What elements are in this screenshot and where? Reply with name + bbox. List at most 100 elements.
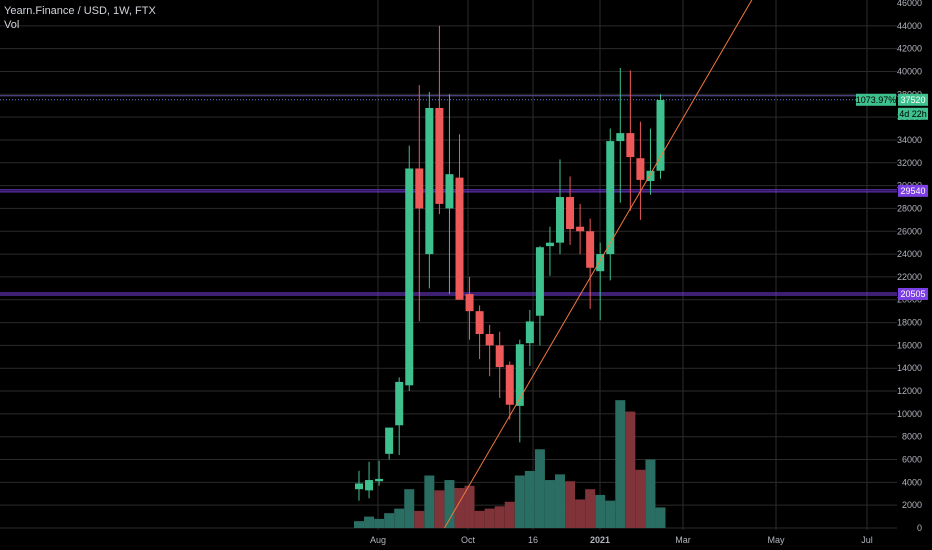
price-tick-label: 12000 [897, 386, 922, 396]
candle-body [596, 254, 605, 272]
volume-bar [404, 489, 415, 528]
price-tick-label: 46000 [897, 0, 922, 8]
price-tick-label: 2000 [902, 500, 922, 510]
candle-body [385, 427, 394, 454]
time-tick-label: Jul [861, 535, 873, 545]
candle-body [535, 247, 544, 316]
volume-label[interactable]: Vol [4, 19, 20, 31]
candle-body [505, 364, 514, 405]
candle-body [656, 100, 665, 171]
candle-body [405, 168, 414, 386]
price-tick-label: 40000 [897, 66, 922, 76]
candle-body [415, 168, 424, 209]
candle-body [465, 294, 474, 312]
volume-bars [354, 400, 666, 528]
volume-bar [645, 459, 656, 528]
candle-body [626, 133, 635, 158]
volume-bar [524, 470, 535, 528]
volume-bar [605, 500, 616, 528]
time-tick-label: 16 [528, 535, 538, 545]
price-axis-background[interactable] [897, 0, 932, 530]
volume-bar [514, 475, 525, 528]
time-tick-label: 2021 [590, 535, 610, 545]
time-tick-label: Oct [461, 535, 476, 545]
volume-bar [615, 400, 626, 528]
price-tick-label: 16000 [897, 340, 922, 350]
volume-bar [414, 510, 425, 528]
level-lower-label-bg [898, 287, 928, 300]
candle-body [375, 478, 384, 482]
level-upper-label: 29540 [900, 186, 925, 196]
chart-grid [0, 0, 897, 530]
time-axis[interactable]: Aug Oct 16 2021 Mar May Jul [370, 535, 873, 545]
volume-bar [424, 475, 435, 528]
candle-body [515, 344, 524, 406]
price-tick-label: 6000 [902, 455, 922, 465]
candle-body [586, 231, 595, 268]
candle-body [355, 483, 363, 490]
candle-body [525, 321, 534, 344]
price-tick-label: 10000 [897, 409, 922, 419]
candle-body [395, 381, 404, 426]
volume-bar [534, 449, 545, 528]
candle-body [646, 170, 655, 182]
candle-body [636, 158, 645, 180]
price-tick-label: 44000 [897, 21, 922, 31]
candle-body [606, 141, 615, 255]
price-tick-label: 42000 [897, 44, 922, 54]
chart-legend: Yearn.Finance / USD, 1W, FTX Vol [4, 4, 156, 32]
price-tick-label: 4000 [902, 477, 922, 487]
price-tick-label: 18000 [897, 318, 922, 328]
volume-bar [555, 474, 565, 528]
volume-bar [494, 506, 505, 528]
price-tick-label: 24000 [897, 249, 922, 259]
percent-change-label-bg [856, 93, 896, 106]
candle-body [566, 197, 575, 229]
level-upper-label-bg [898, 184, 928, 197]
candle-body [445, 174, 454, 209]
candle-body [545, 242, 554, 247]
volume-bar [544, 480, 555, 528]
candles[interactable] [355, 25, 665, 501]
candle-body [485, 333, 494, 346]
volume-bar [384, 513, 395, 528]
volume-bar [444, 480, 455, 528]
volume-bar [625, 411, 636, 528]
time-tick-label: Aug [370, 535, 386, 545]
percent-change-label: 1073.97% [856, 95, 897, 105]
current-price-label: 37520 [900, 95, 925, 105]
trend-line[interactable] [443, 0, 770, 529]
volume-bar [575, 499, 586, 528]
price-tick-label: 34000 [897, 135, 922, 145]
time-tick-label: May [767, 535, 785, 545]
candle-body [576, 226, 585, 232]
level-lower-label: 20505 [900, 289, 925, 299]
volume-bar [504, 501, 515, 528]
price-tick-label: 22000 [897, 272, 922, 282]
volume-bar [635, 469, 646, 528]
volume-bar [565, 481, 576, 528]
countdown-label-bg [898, 107, 928, 120]
price-tick-label: 0 [917, 523, 922, 533]
volume-bar [354, 521, 364, 528]
candle-body [556, 197, 564, 243]
symbol-title[interactable]: Yearn.Finance / USD, 1W, FTX [4, 5, 156, 17]
volume-bar [474, 510, 485, 528]
candle-body [365, 480, 374, 491]
volume-bar [364, 516, 375, 528]
candle-body [425, 108, 434, 255]
volume-bar [655, 507, 666, 528]
candle-body [435, 108, 444, 204]
price-tick-label: 28000 [897, 203, 922, 213]
volume-bar [374, 518, 385, 528]
candle-body [475, 311, 484, 334]
volume-bar [464, 485, 475, 528]
trend-line-segment [443, 0, 753, 529]
price-tick-label: 32000 [897, 158, 922, 168]
volume-bar [585, 489, 596, 528]
price-tick-label: 14000 [897, 363, 922, 373]
countdown-label: 4d 22h [899, 109, 927, 119]
current-price-label-bg [898, 93, 928, 106]
